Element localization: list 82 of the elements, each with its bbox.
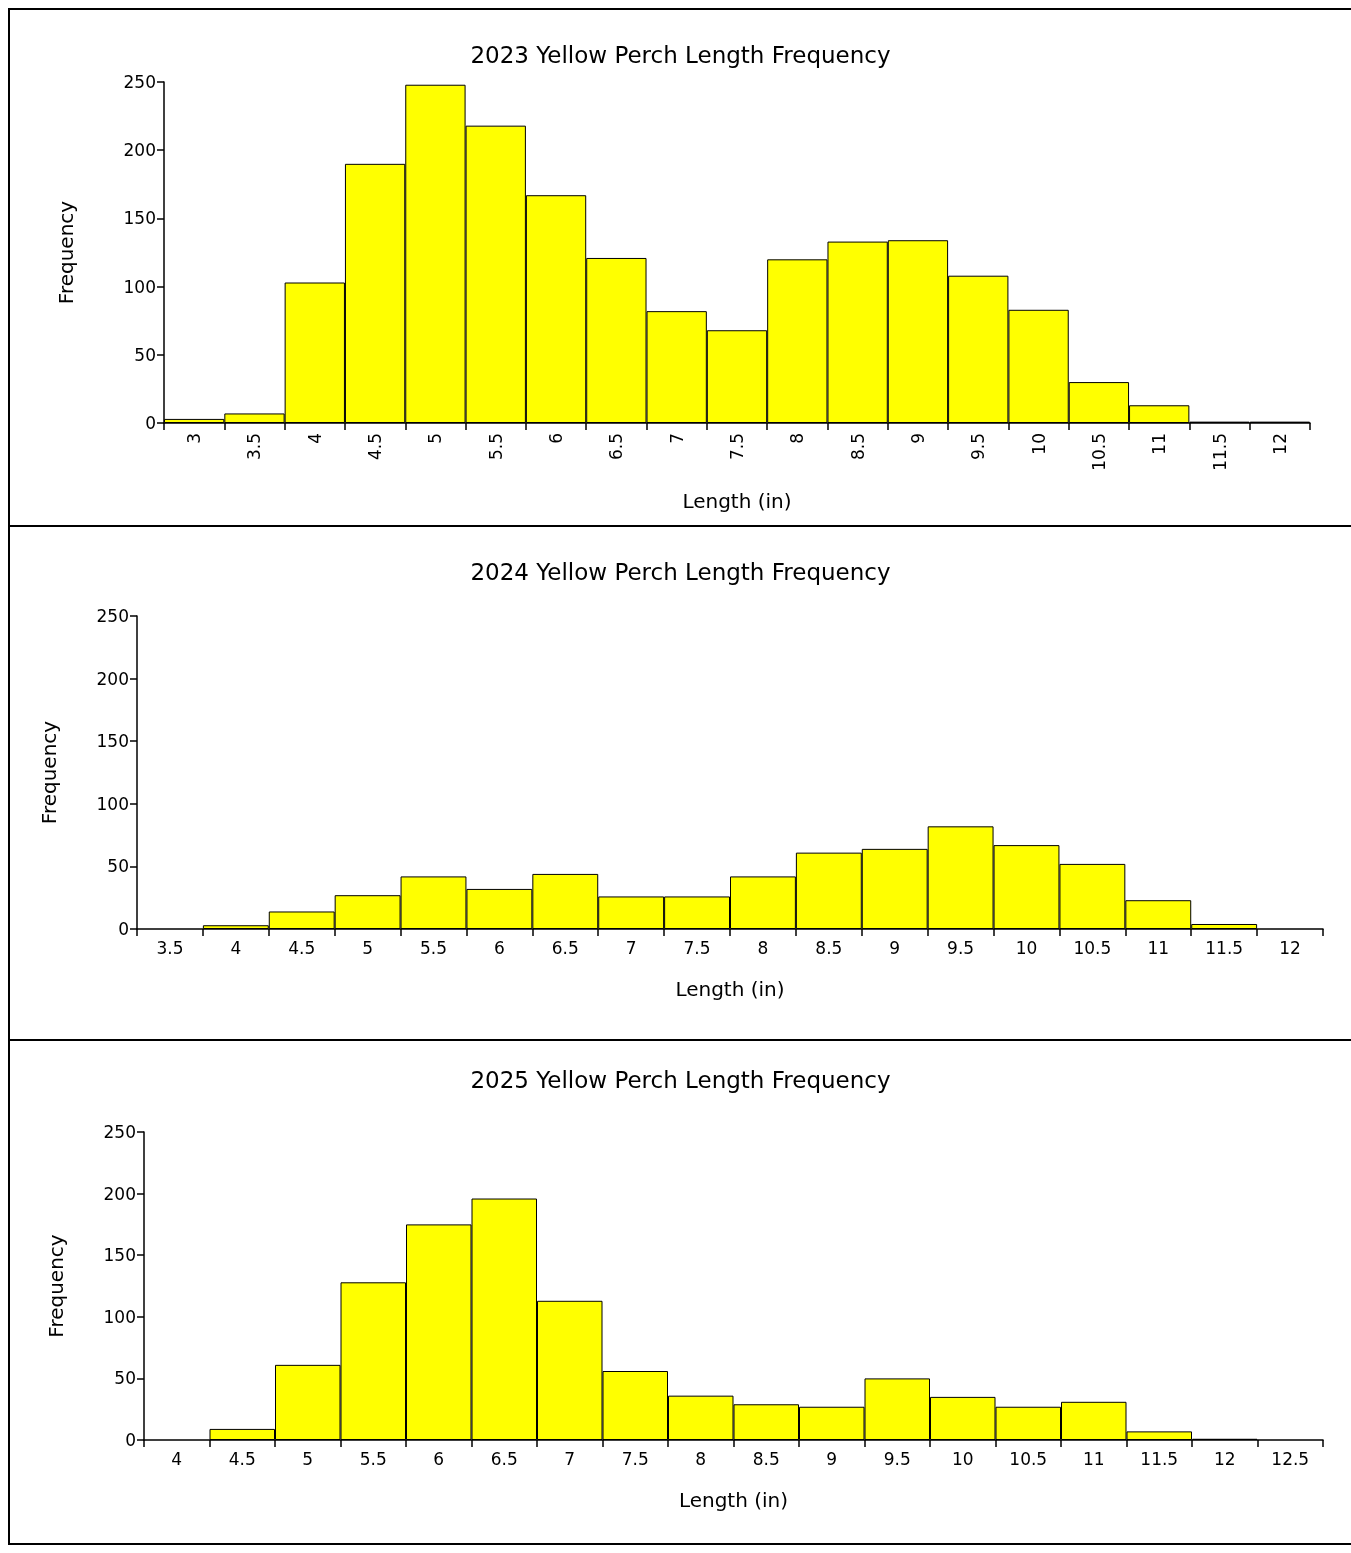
- x-tick-label: 5.5: [359, 1448, 387, 1469]
- x-tick-label: 6: [546, 433, 567, 444]
- x-tick-label: 8: [757, 937, 769, 958]
- x-tick-label: 4.5: [288, 937, 316, 958]
- x-tick-label: 8.5: [815, 937, 843, 958]
- x-tick-label: 6.5: [551, 937, 579, 958]
- x-tick-label: 4: [304, 433, 325, 444]
- x-axis-title: Length (in): [682, 489, 792, 513]
- chart-title: 2023 Yellow Perch Length Frequency: [470, 41, 891, 68]
- x-tick-label: 3: [184, 433, 205, 444]
- x-tick-label: 7: [564, 1448, 576, 1469]
- chart-title: 2025 Yellow Perch Length Frequency: [470, 1066, 891, 1093]
- x-tick-label: 7.5: [683, 937, 711, 958]
- x-tick-label: 4: [230, 937, 242, 958]
- x-tick-label: 10.5: [1009, 1448, 1048, 1469]
- x-tick-label: 12: [1269, 433, 1290, 455]
- y-tick-label: 0: [118, 919, 129, 939]
- x-tick-label: 6.5: [490, 1448, 518, 1469]
- x-tick-label: 10: [951, 1448, 974, 1469]
- x-tick-label: 11: [1147, 937, 1170, 958]
- x-tick-label: 8.5: [752, 1448, 780, 1469]
- y-tick-label: 250: [123, 72, 156, 92]
- x-tick-label: 5.5: [419, 937, 448, 958]
- y-tick-label: 250: [103, 1122, 136, 1142]
- y-tick-label: 0: [125, 1430, 136, 1450]
- y-tick-label: 100: [123, 276, 156, 297]
- x-tick-label: 8: [787, 433, 808, 444]
- x-tick-label: 10: [1015, 937, 1038, 958]
- x-tick-label: 6: [493, 937, 505, 958]
- x-tick-label: 7.5: [727, 433, 747, 461]
- x-tick-label: 12: [1279, 937, 1301, 958]
- x-tick-label: 4.5: [365, 433, 386, 461]
- x-tick-label: 8.5: [847, 433, 868, 461]
- x-tick-label: 10.5: [1088, 433, 1109, 471]
- y-tick-label: 0: [145, 413, 156, 433]
- x-tick-label: 5.5: [485, 433, 506, 461]
- x-tick-label: 9: [889, 937, 901, 958]
- y-tick-label: 250: [96, 606, 129, 626]
- x-tick-label: 9: [826, 1448, 838, 1469]
- x-tick-label: 7.5: [621, 1448, 649, 1469]
- x-tick-label: 5: [425, 433, 446, 444]
- y-tick-label: 100: [103, 1306, 136, 1327]
- y-tick-label: 200: [103, 1183, 136, 1204]
- x-tick-label: 12: [1213, 1448, 1236, 1469]
- x-tick-label: 4.5: [228, 1448, 256, 1469]
- x-tick-label: 11.5: [1209, 433, 1230, 471]
- x-tick-label: 5: [362, 937, 374, 958]
- x-tick-label: 9.5: [968, 433, 989, 461]
- x-tick-label: 3.5: [156, 937, 184, 958]
- chart-title: 2024 Yellow Perch Length Frequency: [470, 558, 891, 585]
- x-tick-label: 7: [625, 937, 637, 958]
- x-tick-label: 3.5: [244, 433, 265, 461]
- x-tick-label: 5: [302, 1448, 314, 1469]
- y-tick-label: 150: [96, 731, 129, 752]
- x-tick-label: 4: [171, 1448, 183, 1469]
- y-tick-label: 200: [96, 668, 129, 689]
- y-tick-label: 150: [103, 1245, 136, 1266]
- x-tick-label: 9: [907, 433, 928, 444]
- x-tick-label: 11.5: [1205, 937, 1244, 958]
- y-tick-label: 50: [107, 856, 129, 877]
- x-tick-label: 7: [666, 433, 687, 444]
- x-tick-label: 9.5: [883, 1448, 911, 1469]
- y-tick-label: 50: [114, 1368, 136, 1389]
- y-axis-title: Frequency: [37, 720, 61, 825]
- x-tick-label: 6: [433, 1448, 445, 1469]
- y-axis-title: Frequency: [54, 200, 78, 305]
- x-tick-label: 12.5: [1271, 1448, 1310, 1469]
- x-tick-label: 11: [1082, 1448, 1105, 1469]
- x-tick-label: 10.5: [1073, 937, 1112, 958]
- y-tick-label: 200: [123, 140, 156, 161]
- y-axis-title: Frequency: [44, 1234, 68, 1338]
- x-axis-title: Length (in): [678, 1488, 789, 1512]
- x-tick-label: 10: [1028, 433, 1049, 455]
- x-tick-label: 6.5: [606, 433, 627, 461]
- x-tick-label: 11.5: [1140, 1448, 1179, 1469]
- y-tick-label: 100: [96, 793, 129, 814]
- x-tick-label: 8: [695, 1448, 707, 1469]
- y-tick-label: 50: [134, 344, 156, 365]
- x-axis-title: Length (in): [675, 977, 785, 1001]
- x-tick-label: 9.5: [947, 937, 975, 958]
- y-tick-label: 150: [123, 208, 156, 229]
- x-tick-label: 11: [1149, 433, 1170, 455]
